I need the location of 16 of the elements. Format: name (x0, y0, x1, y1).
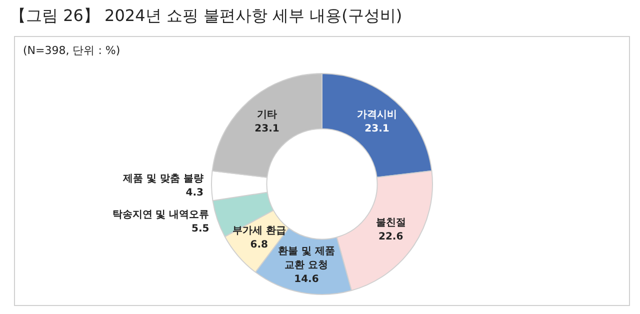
slice-label: 불친절 (376, 218, 406, 229)
data-label: 5.5 (192, 223, 210, 234)
slice-label: 환불 및 제품 교환 요청 (278, 246, 335, 271)
chart-subtitle: (N=398, 단위 : %) (23, 43, 120, 58)
data-label: 23.1 (254, 124, 280, 135)
data-label: 6.8 (250, 240, 268, 251)
slice-label: 가격시비 (357, 110, 397, 121)
slice-label: 제품 및 맞춤 불량 (122, 173, 204, 184)
data-label: 22.6 (378, 232, 404, 243)
data-label: 4.3 (186, 187, 204, 198)
chart-title: 【그림 26】 2024년 쇼핑 불편사항 세부 내용(구성비) (10, 6, 402, 27)
slice-label: 탁송지연 및 내역오류 (112, 209, 210, 220)
slice-label: 부가세 환급 (232, 226, 286, 237)
data-label: 14.6 (294, 274, 319, 285)
data-label: 23.1 (364, 124, 390, 135)
slice-label: 기타 (257, 110, 277, 121)
